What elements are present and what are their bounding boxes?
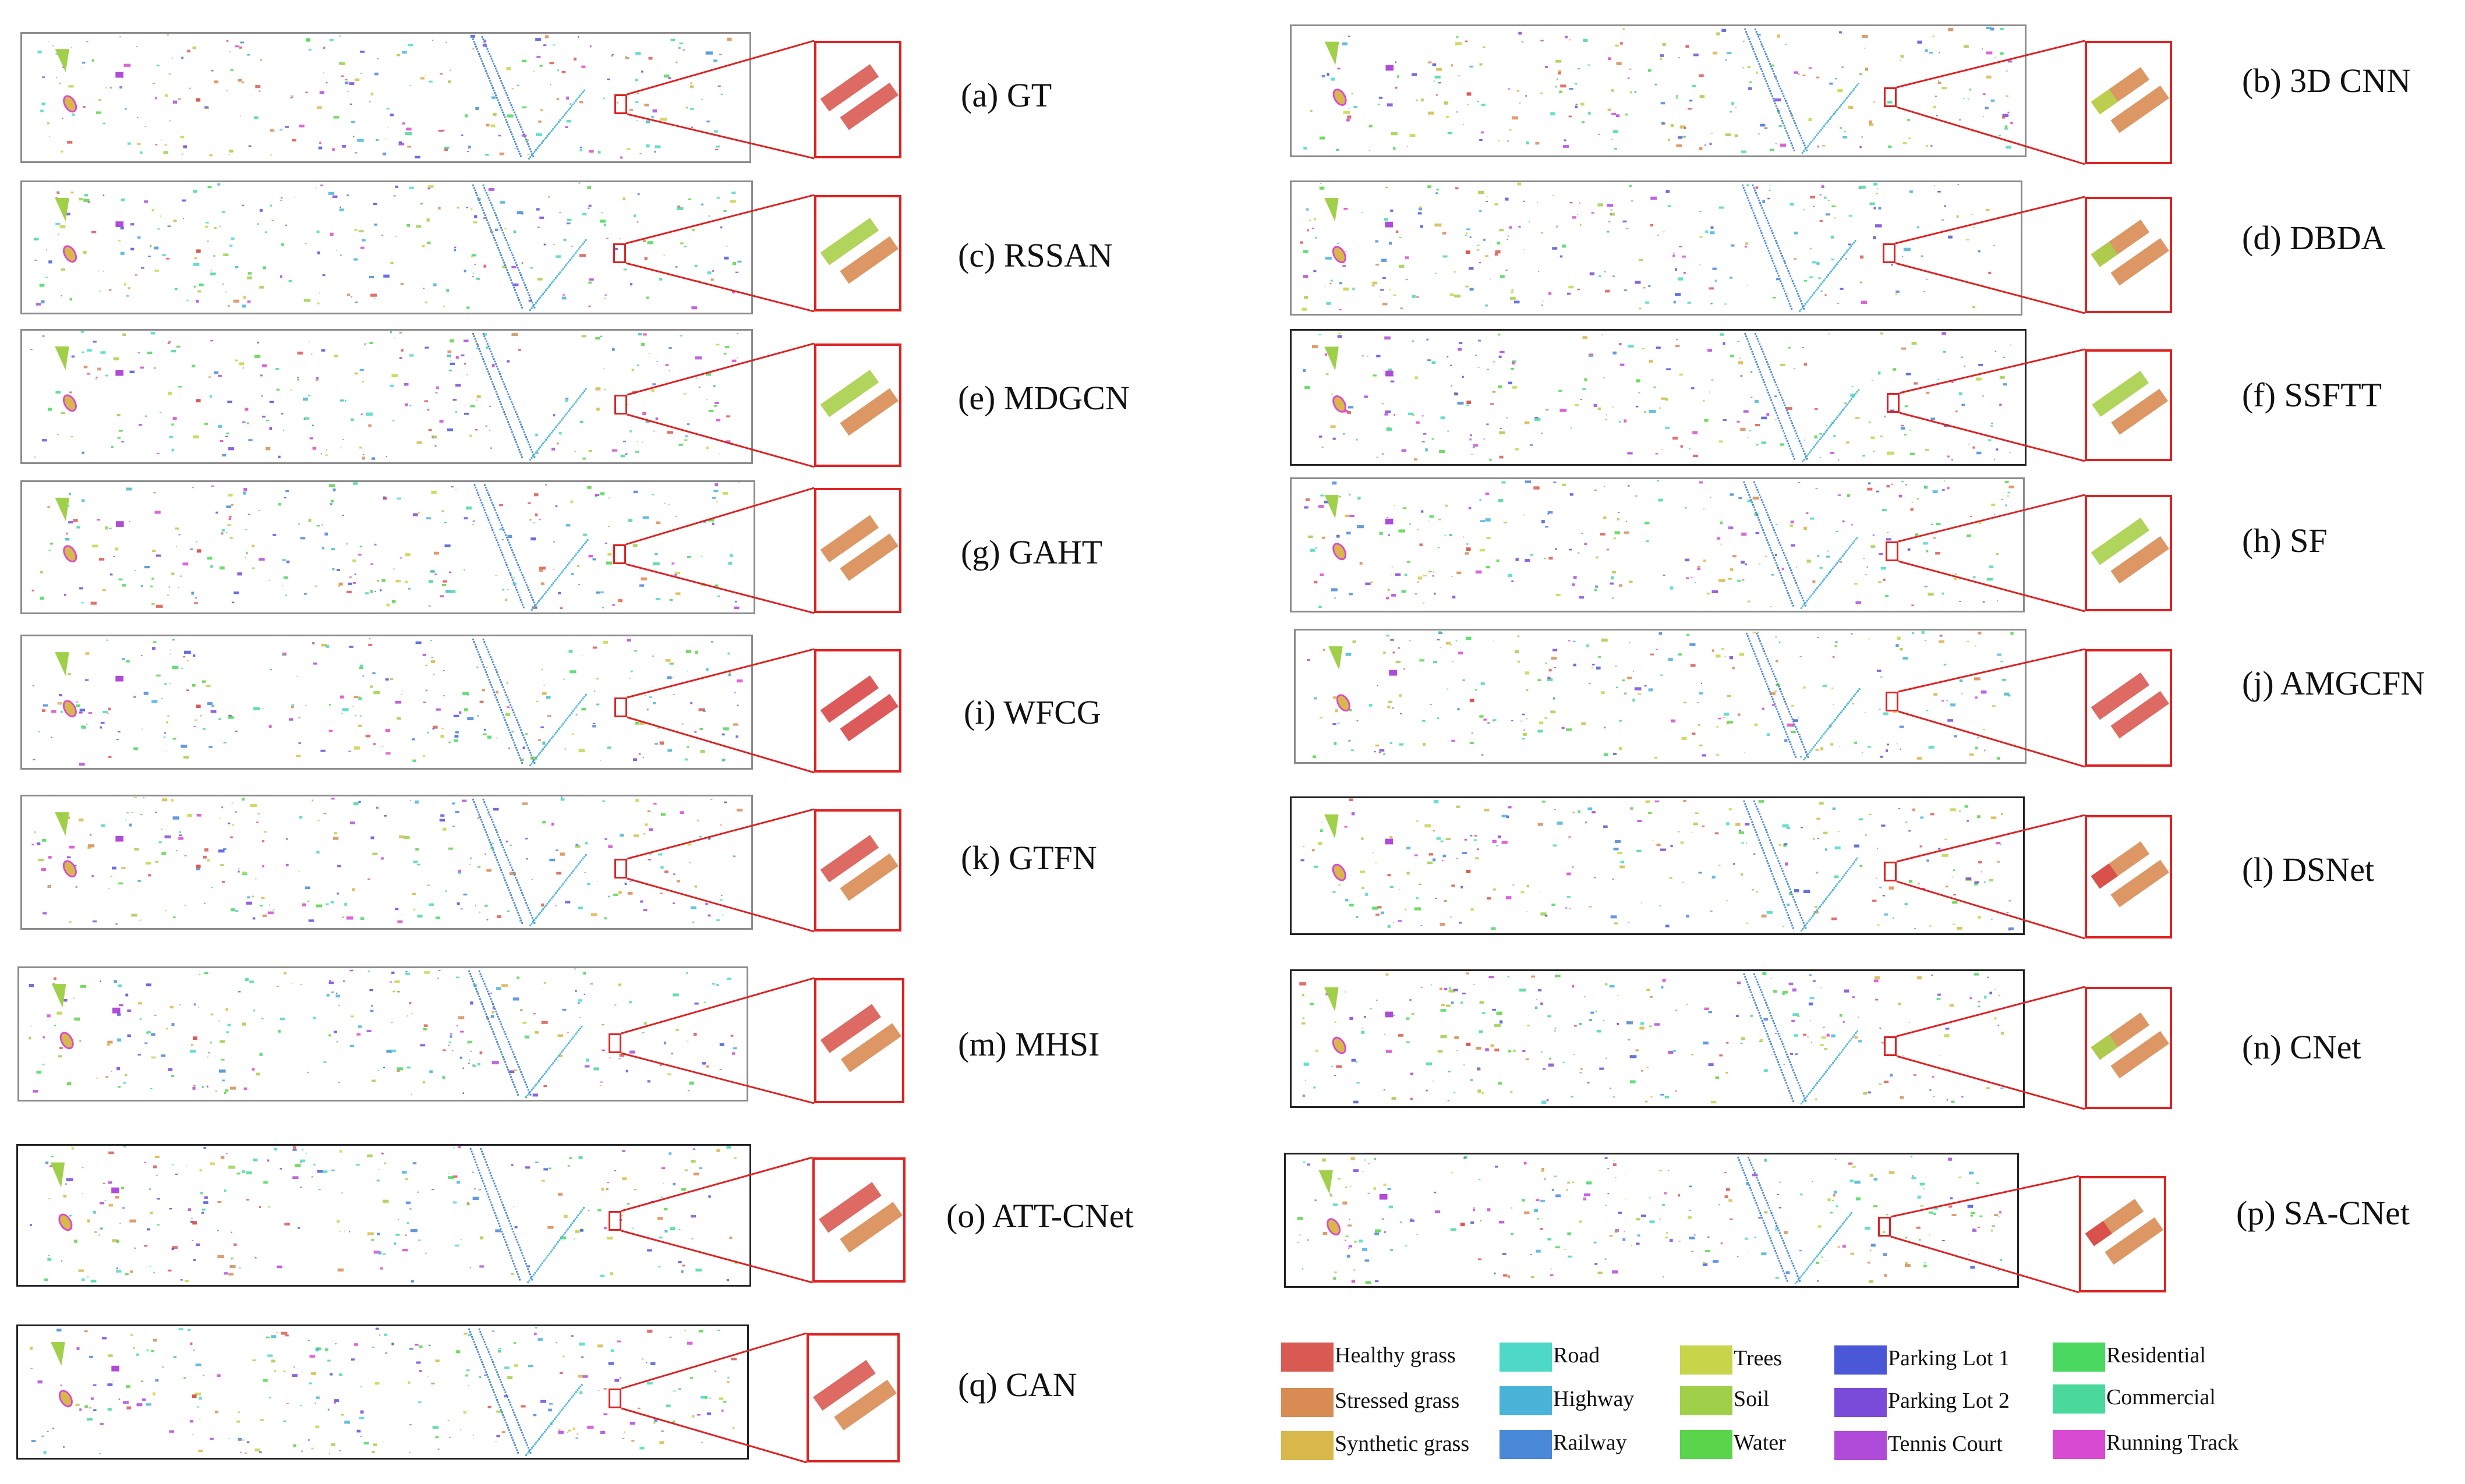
zoom-inset bbox=[814, 41, 901, 158]
zoom-inset bbox=[2085, 197, 2172, 313]
legend-label: Parking Lot 2 bbox=[1888, 1389, 2010, 1413]
zoom-inset bbox=[2085, 349, 2172, 461]
panel-caption: (d) DBDA bbox=[2242, 219, 2386, 257]
classification-map bbox=[20, 329, 753, 464]
legend-label: Road bbox=[1553, 1343, 1600, 1368]
legend-swatch bbox=[1499, 1430, 1552, 1459]
roi-box bbox=[609, 1211, 621, 1231]
classification-map bbox=[16, 1144, 751, 1287]
zoom-inset bbox=[2085, 815, 2172, 938]
panel-caption: (i) WFCG bbox=[964, 693, 1101, 731]
legend-label: Soil bbox=[1734, 1387, 1770, 1411]
legend-swatch bbox=[1680, 1345, 1732, 1375]
zoom-inset bbox=[2079, 1176, 2166, 1292]
panel-caption: (f) SSFTT bbox=[2242, 376, 2382, 414]
roi-box bbox=[1878, 1217, 1891, 1237]
legend-label: Running Track bbox=[2106, 1430, 2238, 1455]
classification-map bbox=[17, 966, 748, 1102]
legend-swatch bbox=[2053, 1430, 2105, 1459]
legend-swatch bbox=[1834, 1431, 1887, 1460]
legend-swatch bbox=[1834, 1345, 1887, 1375]
legend-swatch bbox=[1281, 1343, 1334, 1372]
zoom-inset bbox=[814, 809, 901, 932]
zoom-inset bbox=[814, 649, 901, 773]
panel-caption: (o) ATT-CNet bbox=[946, 1197, 1134, 1235]
legend-label: Stressed grass bbox=[1335, 1389, 1460, 1413]
legend-swatch bbox=[1680, 1430, 1732, 1459]
panel-caption: (l) DSNet bbox=[2242, 851, 2375, 888]
legend-label: Commercial bbox=[2106, 1385, 2216, 1409]
roi-box bbox=[614, 859, 627, 879]
legend-swatch bbox=[1680, 1386, 1732, 1415]
zoom-inset bbox=[814, 978, 904, 1103]
panel-caption: (e) MDGCN bbox=[958, 379, 1130, 417]
classification-map bbox=[16, 1324, 749, 1460]
legend-label: Highway bbox=[1553, 1387, 1635, 1411]
panel-caption: (m) MHSI bbox=[958, 1025, 1100, 1063]
classification-map bbox=[20, 180, 753, 314]
legend-label: Parking Lot 1 bbox=[1888, 1346, 2010, 1370]
roi-box bbox=[1884, 87, 1897, 107]
panel-caption: (j) AMGCFN bbox=[2242, 664, 2425, 702]
legend-label: Healthy grass bbox=[1335, 1343, 1456, 1368]
roi-box bbox=[1886, 692, 1898, 711]
classification-map bbox=[1290, 180, 2022, 316]
panel-caption: (k) GTFN bbox=[961, 839, 1097, 877]
zoom-inset bbox=[2085, 649, 2172, 767]
zoom-inset bbox=[807, 1333, 900, 1462]
legend-swatch bbox=[2053, 1384, 2105, 1414]
legend-label: Synthetic grass bbox=[1335, 1432, 1470, 1456]
panel-caption: (h) SF bbox=[2242, 522, 2328, 559]
class-legend: Healthy grass Stressed grass Synthetic g… bbox=[1281, 1339, 2271, 1479]
roi-box bbox=[613, 544, 626, 564]
zoom-inset bbox=[812, 1157, 906, 1283]
roi-box bbox=[614, 697, 627, 717]
roi-box bbox=[1883, 243, 1895, 263]
legend-label: Tennis Court bbox=[1888, 1432, 2003, 1456]
panel-caption: (b) 3D CNN bbox=[2242, 62, 2411, 100]
roi-box bbox=[613, 243, 626, 263]
legend-swatch bbox=[1499, 1386, 1552, 1415]
legend-label: Railway bbox=[1553, 1430, 1627, 1455]
roi-box bbox=[609, 1033, 621, 1053]
legend-swatch bbox=[1281, 1431, 1334, 1460]
classification-map bbox=[1294, 629, 2027, 764]
panel-caption: (a) GT bbox=[961, 76, 1052, 114]
legend-swatch bbox=[1834, 1388, 1887, 1417]
classification-map bbox=[1290, 796, 2025, 935]
classification-map bbox=[20, 480, 755, 614]
roi-box bbox=[1887, 393, 1900, 413]
classification-map bbox=[20, 795, 753, 930]
zoom-inset bbox=[814, 195, 901, 311]
classification-map bbox=[20, 635, 753, 770]
panel-caption: (q) CAN bbox=[958, 1366, 1077, 1404]
zoom-inset bbox=[814, 343, 901, 467]
classification-map bbox=[20, 32, 751, 163]
roi-box bbox=[1884, 1036, 1897, 1056]
legend-swatch bbox=[1281, 1388, 1334, 1417]
legend-swatch bbox=[2053, 1343, 2105, 1372]
panel-caption: (p) SA-CNet bbox=[2236, 1194, 2410, 1232]
panel-caption: (g) GAHT bbox=[961, 533, 1103, 571]
classification-map bbox=[1290, 329, 2027, 466]
legend-label: Residential bbox=[2106, 1343, 2206, 1368]
classification-map bbox=[1290, 477, 2025, 612]
roi-box bbox=[609, 1389, 621, 1408]
zoom-inset bbox=[2085, 987, 2172, 1109]
roi-box bbox=[614, 94, 627, 114]
zoom-inset bbox=[814, 488, 901, 613]
classification-map bbox=[1284, 1153, 2019, 1288]
legend-swatch bbox=[1499, 1343, 1552, 1372]
classification-map bbox=[1290, 969, 2025, 1108]
roi-box bbox=[614, 395, 627, 415]
zoom-inset bbox=[2085, 495, 2172, 611]
panel-caption: (c) RSSAN bbox=[958, 236, 1113, 274]
roi-box bbox=[1886, 541, 1898, 561]
legend-label: Water bbox=[1734, 1430, 1786, 1455]
panel-caption: (n) CNet bbox=[2242, 1028, 2361, 1066]
legend-label: Trees bbox=[1734, 1346, 1783, 1370]
zoom-inset bbox=[2085, 41, 2172, 164]
classification-map bbox=[1290, 24, 2027, 157]
roi-box bbox=[1884, 862, 1897, 881]
